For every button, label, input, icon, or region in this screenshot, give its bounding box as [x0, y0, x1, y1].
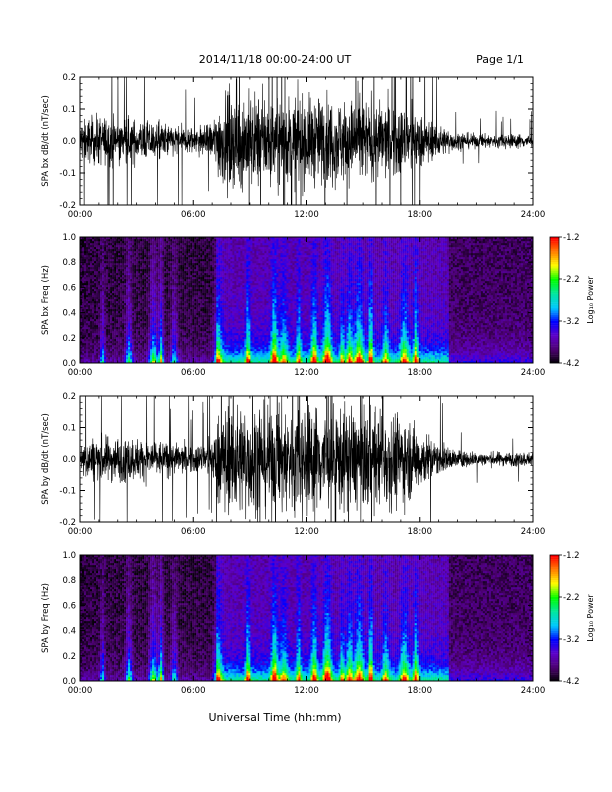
colorbar-tick-label: -3.2	[563, 317, 580, 327]
x-axis-title: Universal Time (hh:mm)	[209, 711, 342, 724]
y-tick-label: -0.2	[59, 201, 76, 211]
y-tick-label: 0.1	[62, 424, 76, 434]
y-tick-label: 0.8	[62, 576, 76, 586]
by-spectrogram-panel: -1.2 -2.2 -3.2 -4.2 Log₁₀ Power 00:00 06:00 12:…	[41, 551, 595, 696]
x-tick-label: 24:00	[521, 527, 546, 537]
x-tick-label: 06:00	[181, 686, 206, 696]
y-tick-label: 0.0	[62, 137, 76, 147]
x-tick-label: 00:00	[68, 210, 93, 220]
x-tick-label: 06:00	[181, 368, 206, 378]
x-tick-label: 18:00	[408, 210, 433, 220]
x-tick-label: 00:00	[68, 368, 93, 378]
page-indicator: Page 1/1	[476, 53, 524, 66]
y-tick-label: 0.2	[62, 334, 76, 344]
y-axis-label: SPA bx Freq (Hz)	[41, 265, 51, 335]
x-tick-label: 24:00	[521, 368, 546, 378]
y-axis-label: SPA by dB/dt (nT/sec)	[41, 413, 51, 505]
y-tick-label: 0.4	[62, 627, 76, 637]
y-tick-label: -0.1	[59, 487, 76, 497]
x-tick-label: 24:00	[521, 210, 546, 220]
y-tick-label: 0.0	[62, 455, 76, 465]
y-tick-label: -0.1	[59, 169, 76, 179]
x-tick-label: 06:00	[181, 527, 206, 537]
x-tick-label: 00:00	[68, 686, 93, 696]
y-tick-label: 1.0	[62, 551, 76, 561]
colorbar: -1.2 -2.2 -3.2 -4.2 Log₁₀ Power	[550, 551, 595, 687]
y-tick-label: 0.0	[62, 359, 76, 369]
colorbar-label: Log₁₀ Power	[586, 276, 595, 324]
x-tick-label: 06:00	[181, 210, 206, 220]
y-tick-label: 0.1	[62, 105, 76, 115]
y-tick-label: 1.0	[62, 233, 76, 243]
x-tick-label: 12:00	[294, 368, 319, 378]
colorbar-tick-label: -2.2	[563, 275, 580, 285]
y-tick-label: 0.2	[62, 392, 76, 402]
y-tick-label: 0.0	[62, 677, 76, 687]
bx-spectrogram-panel: -1.2 -2.2 -3.2 -4.2 Log₁₀ Power 00:00 06:00 12:…	[41, 233, 595, 378]
x-tick-label: 18:00	[408, 686, 433, 696]
y-tick-label: 0.6	[62, 283, 76, 293]
x-tick-label: 00:00	[68, 527, 93, 537]
x-tick-label: 12:00	[294, 210, 319, 220]
x-tick-label: 18:00	[408, 368, 433, 378]
y-tick-label: -0.2	[59, 518, 76, 528]
colorbar-tick-label: -3.2	[563, 635, 580, 645]
colorbar-tick-label: -1.2	[563, 233, 580, 243]
y-tick-label: 0.2	[62, 652, 76, 662]
y-tick-label: 0.2	[62, 73, 76, 83]
colorbar-tick-label: -4.2	[563, 677, 580, 687]
colorbar-tick-label: -1.2	[563, 551, 580, 561]
y-axis-label: SPA by Freq (Hz)	[41, 583, 51, 653]
y-axis-label: SPA bx dB/dt (nT/sec)	[41, 95, 51, 187]
x-tick-label: 12:00	[294, 686, 319, 696]
x-tick-label: 12:00	[294, 527, 319, 537]
colorbar-tick-label: -4.2	[563, 359, 580, 369]
colorbar-label: Log₁₀ Power	[586, 594, 595, 642]
colorbar: -1.2 -2.2 -3.2 -4.2 Log₁₀ Power	[550, 233, 595, 369]
y-tick-label: 0.8	[62, 258, 76, 268]
date-range-title: 2014/11/18 00:00-24:00 UT	[199, 53, 352, 66]
y-tick-label: 0.6	[62, 601, 76, 611]
y-tick-label: 0.4	[62, 309, 76, 319]
colorbar-tick-label: -2.2	[563, 593, 580, 603]
x-tick-label: 24:00	[521, 686, 546, 696]
x-tick-label: 18:00	[408, 527, 433, 537]
